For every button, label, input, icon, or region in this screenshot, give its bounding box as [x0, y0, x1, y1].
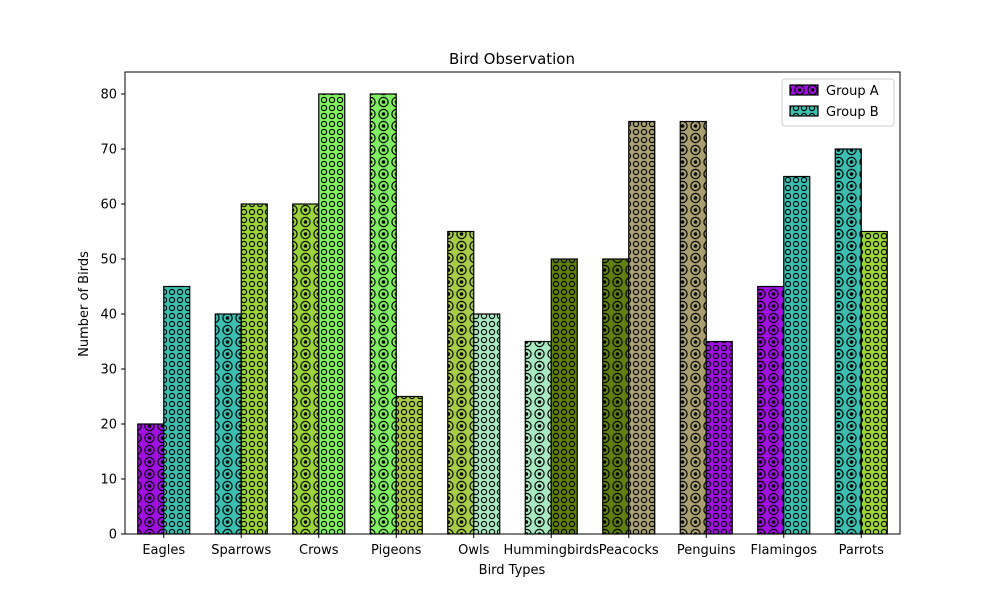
y-tick-label: 70	[100, 143, 117, 158]
y-tick-label: 20	[100, 418, 117, 433]
y-tick-label: 80	[100, 88, 117, 103]
plot-frame	[124, 71, 901, 535]
y-tick-label: 40	[100, 308, 117, 323]
bar-group-a-penguins	[679, 120, 707, 535]
bar-group-a-parrots	[834, 148, 862, 535]
bar-group-b-crows	[318, 93, 346, 535]
bar-group-a-flamingos	[757, 285, 785, 535]
y-tick-label: 0	[109, 528, 117, 543]
bar-group-a-sparrows	[214, 313, 242, 535]
bar-group-b-hummingbirds	[550, 258, 578, 535]
legend: Group A Group B	[781, 78, 895, 127]
bar-group-a-peacocks	[602, 258, 630, 535]
bar-group-b-parrots	[860, 230, 888, 535]
y-tick-label: 60	[100, 198, 117, 213]
bar-group-a-pigeons	[369, 93, 397, 535]
x-tick-label: Parrots	[839, 543, 884, 558]
bar-group-b-pigeons	[395, 395, 423, 535]
bar-group-b-sparrows	[240, 203, 268, 535]
legend-label-group-a: Group A	[826, 84, 879, 99]
bar-group-b-peacocks	[628, 120, 656, 535]
x-tick-label: Hummingbirds	[504, 543, 600, 558]
bar-group-b-penguins	[705, 340, 733, 535]
bar-group-b-owls	[473, 313, 501, 535]
y-tick-label: 50	[100, 253, 117, 268]
bar-group-b-eagles	[163, 285, 191, 535]
legend-label-group-b: Group B	[826, 105, 879, 120]
legend-swatch-group-b	[789, 105, 819, 117]
x-tick-label: Pigeons	[371, 543, 422, 558]
x-tick-label: Penguins	[677, 543, 736, 558]
bar-group-a-eagles	[137, 423, 165, 535]
x-tick-label: Owls	[458, 543, 489, 558]
x-axis-label: Bird Types	[479, 563, 546, 578]
x-tick-label: Eagles	[142, 543, 185, 558]
axes-layer: 0 10 20 30 40 50 60 70 80 Eagles Sparrows Crows Pige…	[100, 71, 901, 558]
x-tick-label: Peacocks	[599, 543, 659, 558]
chart-title: Bird Observation	[449, 50, 575, 68]
y-tick-label: 30	[100, 363, 117, 378]
x-tick-label: Flamingos	[750, 543, 817, 558]
bar-group-b-flamingos	[783, 175, 811, 535]
x-tick-label: Crows	[299, 543, 339, 558]
y-axis-label: Number of Birds	[77, 251, 92, 357]
y-tick-label: 10	[100, 473, 117, 488]
bar-group-a-hummingbirds	[524, 340, 552, 535]
legend-swatch-group-a	[789, 84, 819, 96]
bar-group-a-crows	[292, 203, 320, 535]
bars-layer	[137, 93, 888, 535]
x-tick-label: Sparrows	[211, 543, 271, 558]
bar-group-a-owls	[447, 230, 475, 535]
